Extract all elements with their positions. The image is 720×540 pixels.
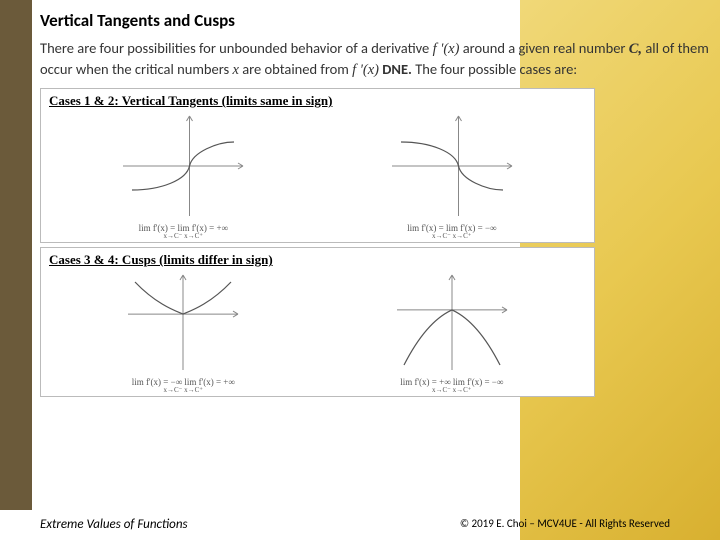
text: are obtained from (239, 60, 352, 78)
graphs-row-1: lim f'(x) = lim f'(x) = +∞ x→C⁻ x→C⁺ lim… (49, 111, 586, 240)
sidebar-accent (0, 0, 32, 510)
graphs-row-2: lim f'(x) = −∞ lim f'(x) = +∞ x→C⁻ x→C⁺ … (49, 270, 586, 394)
fprime: f '(x) (433, 41, 460, 57)
cases-1-title: Cases 1 & 2: Vertical Tangents (limits s… (49, 93, 586, 109)
cases-box-1: Cases 1 & 2: Vertical Tangents (limits s… (40, 88, 595, 243)
footer: Extreme Values of Functions © 2019 E. Ch… (0, 517, 720, 532)
slide-title: Vertical Tangents and Cusps (40, 10, 710, 31)
dne: DNE. (379, 60, 412, 78)
C: C, (629, 41, 642, 57)
graph-svg (392, 270, 512, 375)
formula-sub: x→C⁻ x→C⁺ (387, 232, 517, 240)
text: around a given real number (459, 39, 628, 57)
graph-svg (123, 270, 243, 375)
fprime2: f '(x) (352, 62, 379, 78)
footer-left: Extreme Values of Functions (40, 517, 188, 532)
graph-cusp-up: lim f'(x) = +∞ lim f'(x) = −∞ x→C⁻ x→C⁺ (392, 270, 512, 394)
text: The four possible cases are: (412, 60, 577, 78)
cases-2-title: Cases 3 & 4: Cusps (limits differ in sig… (49, 252, 586, 268)
intro-paragraph: There are four possibilities for unbound… (40, 39, 710, 80)
formula-sub: x→C⁻ x→C⁺ (118, 232, 248, 240)
formula-sub: x→C⁻ x→C⁺ (392, 386, 512, 394)
graph-svg (118, 111, 248, 221)
graph-vtangent-up: lim f'(x) = lim f'(x) = +∞ x→C⁻ x→C⁺ (118, 111, 248, 240)
graph-svg (387, 111, 517, 221)
graph-cusp-down: lim f'(x) = −∞ lim f'(x) = +∞ x→C⁻ x→C⁺ (123, 270, 243, 394)
footer-right: © 2019 E. Choi – MCV4UE - All Rights Res… (460, 517, 670, 532)
slide-content: Vertical Tangents and Cusps There are fo… (40, 10, 710, 401)
formula-sub: x→C⁻ x→C⁺ (123, 386, 243, 394)
graph-vtangent-down: lim f'(x) = lim f'(x) = −∞ x→C⁻ x→C⁺ (387, 111, 517, 240)
cases-box-2: Cases 3 & 4: Cusps (limits differ in sig… (40, 247, 595, 397)
text: There are four possibilities for unbound… (40, 39, 433, 57)
